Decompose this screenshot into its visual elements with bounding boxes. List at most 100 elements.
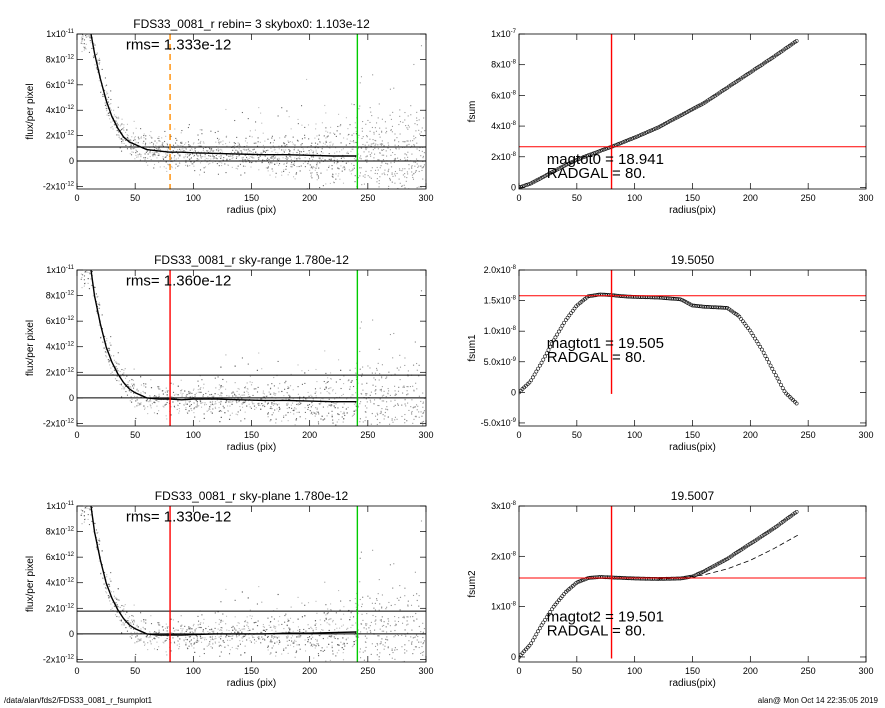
data-point [297,403,299,405]
data-point [217,130,219,132]
data-point [365,398,367,400]
curve-point [669,296,674,301]
y-tick-label: 2x10-12 [46,131,75,141]
radial-profile-line [90,34,357,157]
data-point [215,403,217,405]
data-point [290,411,292,413]
data-point [290,128,292,130]
data-point [244,159,246,161]
data-point [404,422,406,424]
data-point [211,395,213,397]
data-point [241,157,243,159]
data-point [210,404,212,406]
data-point [322,398,324,400]
data-point [342,167,344,169]
data-point [416,124,418,126]
y-tick-label: 1x10-11 [46,29,74,39]
data-point [321,647,323,649]
data-point [320,151,323,153]
data-point [276,404,278,406]
x-axis-label: radius(pix) [669,442,716,453]
data-point [397,187,399,189]
x-tick-label: 0 [516,193,521,203]
data-point [153,401,155,403]
data-point [218,618,220,621]
y-tick-label: 0 [69,393,74,403]
data-point [247,622,249,624]
data-point [155,631,157,633]
data-point [361,606,363,608]
data-point [194,407,196,409]
data-point [140,612,142,614]
data-point [373,157,375,159]
data-point [178,408,180,410]
data-point [140,128,142,130]
data-point [156,142,158,144]
data-point [346,412,348,414]
data-point [288,153,290,155]
data-point [414,571,416,573]
data-point [135,400,137,402]
data-point [246,390,248,392]
data-point [110,344,112,346]
data-point [289,617,292,619]
data-point [298,411,300,413]
data-point [360,623,362,625]
data-point [314,412,316,414]
data-point [283,151,285,153]
data-point [379,152,381,154]
data-point [247,150,249,152]
data-point [413,144,415,146]
data-point [416,119,418,122]
data-point [367,175,369,177]
data-point [274,403,276,405]
data-point [206,645,208,647]
data-point [402,386,404,388]
data-point [133,628,135,630]
data-point [387,388,389,390]
data-point [195,641,197,643]
data-point [249,640,251,642]
data-point [295,172,298,174]
data-point [394,170,396,173]
data-point [250,151,252,153]
data-point [359,403,361,405]
data-point [374,415,377,417]
data-point [396,192,397,193]
data-point [229,401,231,403]
data-point [143,133,145,135]
x-axis-label: radius (pix) [227,205,276,216]
data-point [351,148,353,150]
data-point [307,369,310,372]
data-point [266,159,268,161]
data-point [420,641,422,643]
data-point [115,602,117,604]
data-point [219,395,221,397]
data-point [369,176,371,178]
data-point [366,407,368,409]
y-axis: -2x10-1202x10-124x10-126x10-128x10-121x1… [43,265,426,428]
data-point [107,98,109,101]
data-point [413,161,415,163]
data-point [87,497,88,498]
data-point [308,627,310,630]
data-point [192,632,194,634]
data-point [306,153,308,155]
data-point [406,668,407,669]
data-point [110,336,112,338]
data-point [292,398,294,400]
data-point [102,577,104,579]
data-point [281,398,283,401]
data-point [329,387,331,389]
data-point [299,150,301,152]
data-point [127,620,129,622]
data-point [319,187,321,189]
data-point [127,384,129,386]
data-point [385,447,386,448]
data-point [324,350,326,352]
data-point [147,157,149,159]
data-point [315,600,317,602]
data-point [388,371,390,373]
data-point [414,165,416,167]
data-point [333,636,335,638]
